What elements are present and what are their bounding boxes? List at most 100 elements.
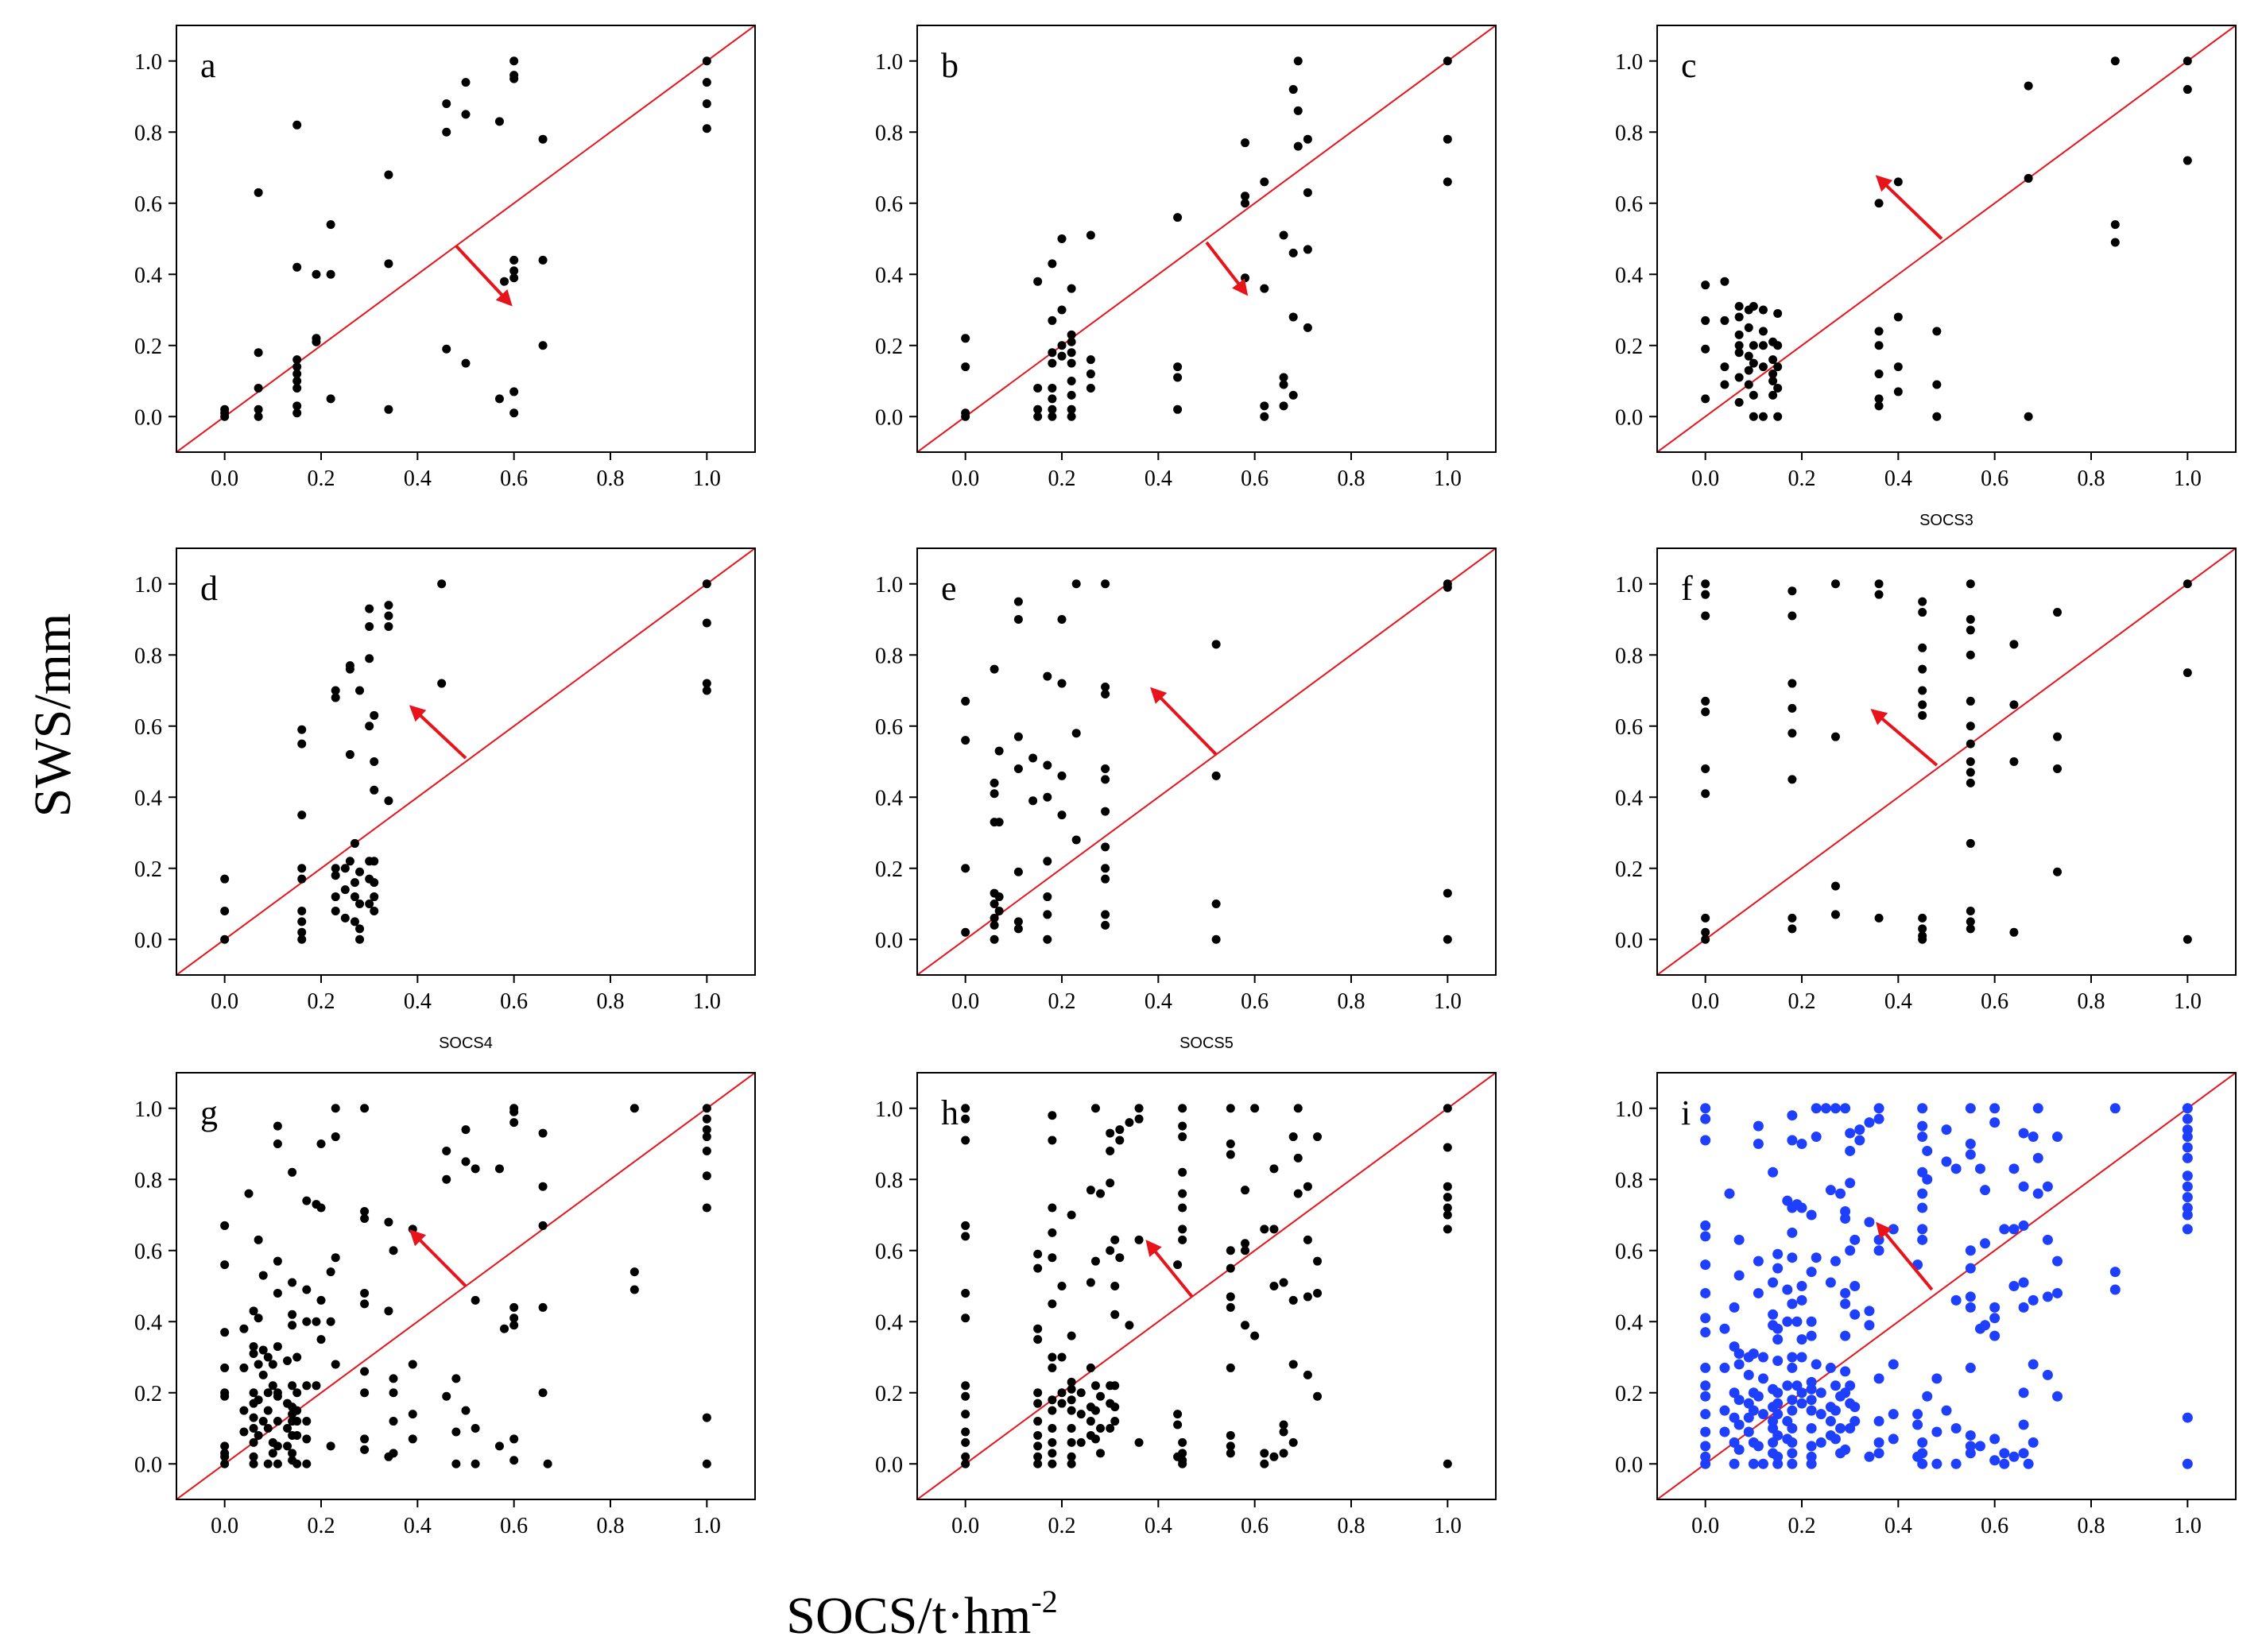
data-point bbox=[1845, 1245, 1856, 1256]
data-point bbox=[1757, 1373, 1768, 1384]
data-point bbox=[1966, 722, 1975, 731]
y-tick-label: 0.4 bbox=[134, 1310, 162, 1335]
data-point bbox=[1260, 1224, 1269, 1234]
data-point bbox=[1806, 1458, 1817, 1469]
data-point bbox=[990, 920, 999, 930]
data-point bbox=[509, 255, 519, 265]
data-point bbox=[1211, 771, 1221, 780]
data-point bbox=[2018, 1448, 2029, 1459]
data-point bbox=[273, 1417, 282, 1426]
data-point bbox=[494, 117, 504, 126]
data-point bbox=[1048, 1136, 1057, 1145]
data-point bbox=[1733, 1444, 1745, 1455]
data-point bbox=[1260, 284, 1269, 293]
data-point bbox=[1293, 1189, 1303, 1198]
data-point bbox=[1825, 1362, 1836, 1373]
panel-a: 0.0 0.2 0.4 0.6 0.8 1.0 0.0 0.2 0.4 0.6 0.8 1.0 a bbox=[134, 25, 756, 491]
data-point bbox=[1033, 1430, 1043, 1440]
data-point bbox=[2009, 640, 2019, 649]
data-point bbox=[1932, 327, 1942, 336]
data-point bbox=[1768, 1277, 1779, 1288]
data-point bbox=[471, 1164, 480, 1174]
data-point bbox=[442, 1174, 451, 1184]
data-point bbox=[1849, 1402, 1861, 1413]
data-point bbox=[1260, 412, 1269, 421]
data-point bbox=[1874, 327, 1884, 336]
x-tick-label: 0.6 bbox=[500, 1514, 528, 1538]
data-point bbox=[1999, 1448, 2010, 1459]
data-point bbox=[1110, 1381, 1120, 1391]
data-point bbox=[1788, 703, 1797, 713]
data-point bbox=[1918, 597, 1927, 606]
data-point bbox=[1057, 1282, 1067, 1290]
data-point bbox=[1965, 1139, 1976, 1149]
data-point bbox=[1768, 355, 1778, 365]
panel-label: g bbox=[200, 1093, 218, 1132]
data-point bbox=[500, 277, 509, 286]
data-point bbox=[961, 1381, 970, 1391]
data-point bbox=[1791, 1316, 1803, 1327]
data-point bbox=[1729, 1302, 1740, 1313]
data-point bbox=[1067, 1452, 1076, 1461]
data-point bbox=[345, 857, 354, 866]
data-point bbox=[326, 1441, 335, 1451]
data-point bbox=[1932, 380, 1942, 389]
x-tick-label: 0.0 bbox=[951, 466, 979, 491]
data-point bbox=[1787, 1352, 1798, 1363]
data-point bbox=[1966, 650, 1975, 660]
data-point bbox=[1101, 874, 1110, 884]
data-point bbox=[2018, 1277, 2029, 1288]
data-point bbox=[1443, 888, 1452, 898]
data-point bbox=[1768, 390, 1778, 400]
data-point bbox=[1096, 1424, 1106, 1433]
y-tick-label: 0.6 bbox=[134, 192, 162, 217]
data-point bbox=[258, 1271, 268, 1280]
data-point bbox=[1787, 1362, 1798, 1373]
data-point bbox=[442, 99, 451, 108]
data-point bbox=[1989, 1313, 2001, 1324]
x-tick-label: 0.6 bbox=[500, 989, 528, 1014]
data-point bbox=[1753, 1441, 1764, 1452]
data-point bbox=[1226, 1441, 1235, 1451]
data-point bbox=[292, 1417, 302, 1426]
data-point bbox=[1173, 362, 1183, 372]
data-point bbox=[538, 1221, 548, 1230]
data-point bbox=[1806, 1441, 1817, 1452]
y-tick-label: 0.4 bbox=[134, 263, 162, 288]
data-point bbox=[1279, 230, 1288, 240]
x-tick-label: 0.6 bbox=[500, 466, 528, 491]
y-tick-label: 0.6 bbox=[875, 715, 903, 740]
data-point bbox=[1125, 1321, 1134, 1330]
data-point bbox=[461, 1157, 471, 1166]
data-point bbox=[1966, 838, 1975, 848]
data-point bbox=[1874, 341, 1884, 350]
panel-label: e bbox=[941, 569, 957, 608]
data-point bbox=[990, 934, 999, 944]
data-point bbox=[1931, 1373, 1942, 1384]
data-point bbox=[1279, 1449, 1288, 1458]
data-point bbox=[461, 78, 471, 87]
data-point bbox=[2053, 608, 2063, 617]
data-point bbox=[1917, 1103, 1928, 1114]
data-point bbox=[1840, 1330, 1851, 1341]
data-point bbox=[1443, 934, 1452, 944]
data-point bbox=[1067, 390, 1076, 400]
data-point bbox=[1806, 1209, 1817, 1221]
x-tick-label: 0.2 bbox=[1788, 1514, 1816, 1538]
data-point bbox=[1806, 1405, 1817, 1416]
data-point bbox=[254, 1395, 263, 1405]
x-tick-label: 0.6 bbox=[1981, 466, 2008, 491]
data-point bbox=[1134, 1235, 1144, 1244]
data-point bbox=[1110, 1282, 1120, 1290]
data-point bbox=[1749, 302, 1758, 311]
data-point bbox=[702, 99, 711, 108]
data-point bbox=[471, 1459, 480, 1468]
data-point bbox=[1303, 134, 1312, 144]
data-point bbox=[1106, 1424, 1115, 1433]
data-point bbox=[355, 924, 365, 934]
data-point bbox=[340, 885, 350, 895]
data-point bbox=[1845, 1380, 1856, 1391]
data-point bbox=[384, 259, 393, 269]
x-tick-label: 0.4 bbox=[1884, 989, 1912, 1014]
data-point bbox=[370, 906, 379, 915]
